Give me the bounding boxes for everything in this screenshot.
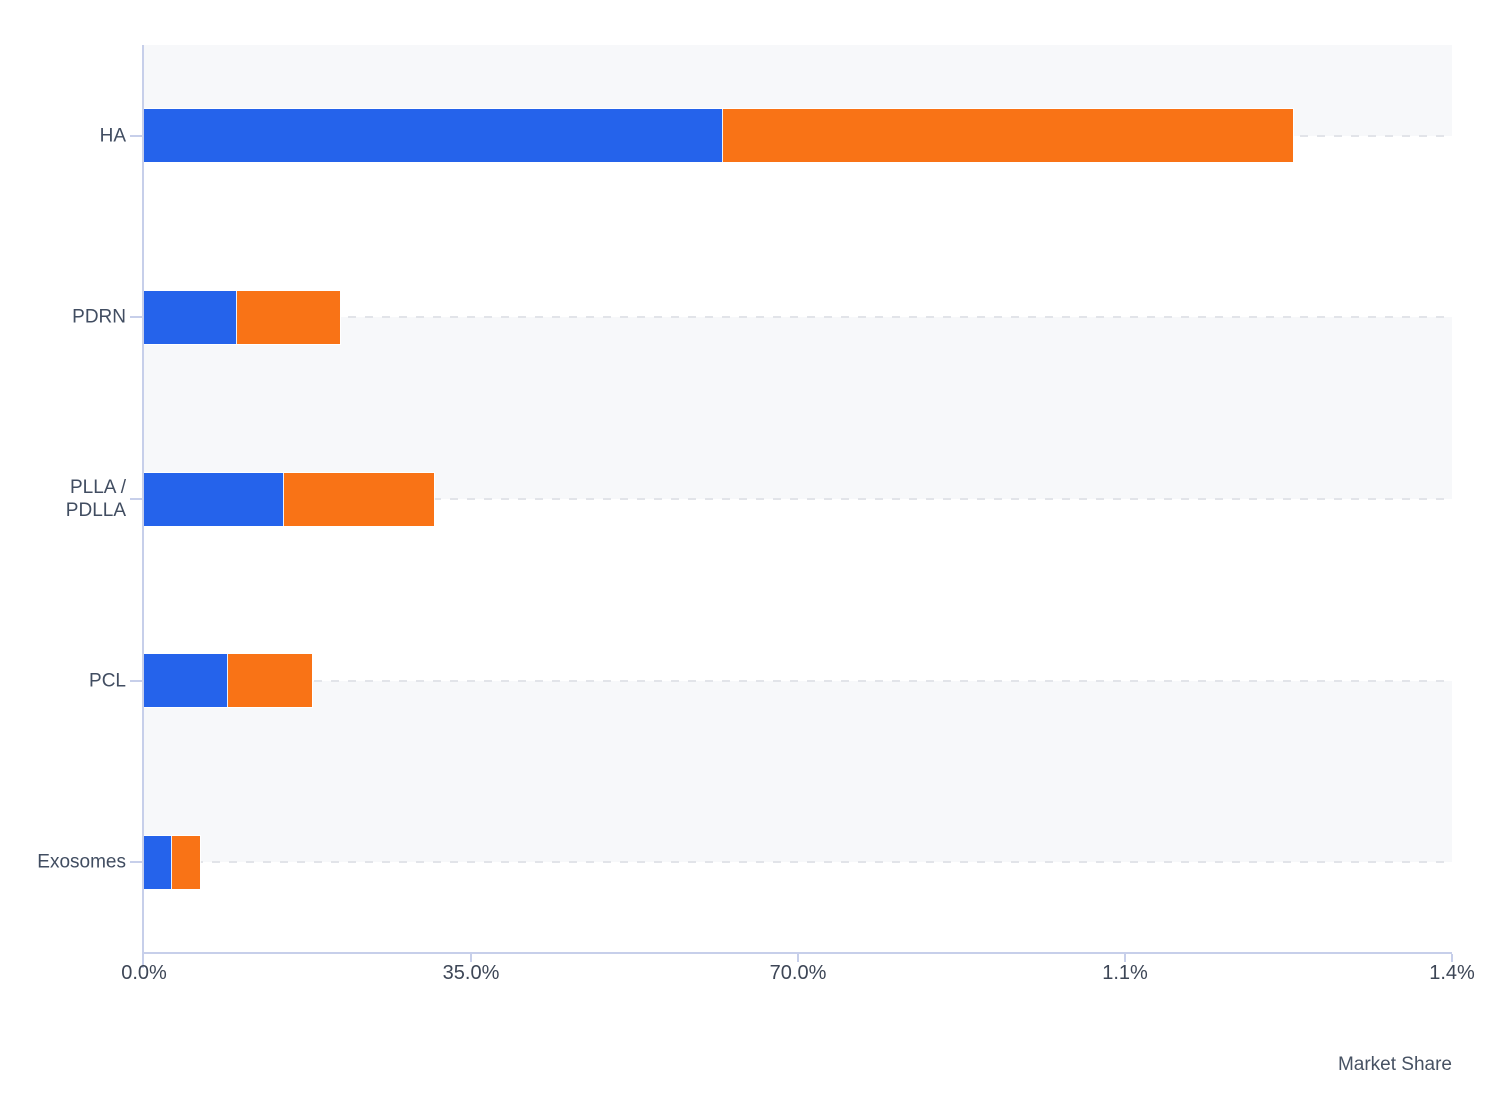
bar-segment-orange[interactable] (284, 472, 434, 526)
bar-segment-blue[interactable] (144, 654, 229, 708)
bar-segment-orange[interactable] (237, 290, 341, 344)
gridline (144, 498, 1452, 500)
bar-segment-blue[interactable] (144, 835, 173, 889)
x-tick-label: 70.0% (769, 962, 827, 984)
bar-segment-orange[interactable] (723, 109, 1294, 163)
category-label: Exosomes (37, 851, 126, 873)
row-band (144, 317, 1452, 499)
y-tick-mark (130, 679, 144, 682)
gridline (144, 316, 1452, 319)
bar-segment-blue[interactable] (144, 472, 285, 526)
x-tick-label: 0.0% (121, 962, 167, 984)
category-label: PDRN (72, 306, 126, 328)
bar-row (144, 290, 341, 344)
bar-segment-blue[interactable] (144, 290, 238, 344)
y-tick-mark (130, 861, 144, 864)
x-tick-label: 35.0% (442, 962, 500, 984)
x-tick-label: 1.1% (1102, 962, 1148, 984)
y-tick-mark (130, 134, 144, 137)
category-label: HA (99, 125, 126, 147)
y-tick-mark (130, 316, 144, 319)
x-tick-mark (1124, 954, 1126, 962)
x-axis-title: Market Share (1337, 1054, 1452, 1075)
x-tick-mark (1451, 954, 1453, 962)
y-tick-mark (130, 498, 144, 500)
x-tick-mark (797, 954, 799, 962)
y-axis-line (142, 45, 144, 968)
bar-segment-orange[interactable] (228, 654, 313, 708)
row-band (144, 680, 1452, 863)
x-axis-line (142, 952, 1452, 954)
x-tick-label: 1.4% (1429, 962, 1475, 984)
bar-segment-blue[interactable] (144, 109, 724, 163)
bar-row (144, 654, 313, 708)
bar-row (144, 472, 434, 526)
category-label: PLLA / PDLLA (65, 477, 126, 521)
bar-row (144, 835, 201, 889)
bar-row (144, 109, 1294, 163)
x-tick-mark (470, 954, 472, 962)
plot-area (144, 45, 1452, 953)
category-label: PCL (89, 670, 126, 692)
gridline (144, 679, 1452, 682)
gridline (144, 861, 1452, 864)
bar-segment-orange[interactable] (172, 835, 201, 889)
